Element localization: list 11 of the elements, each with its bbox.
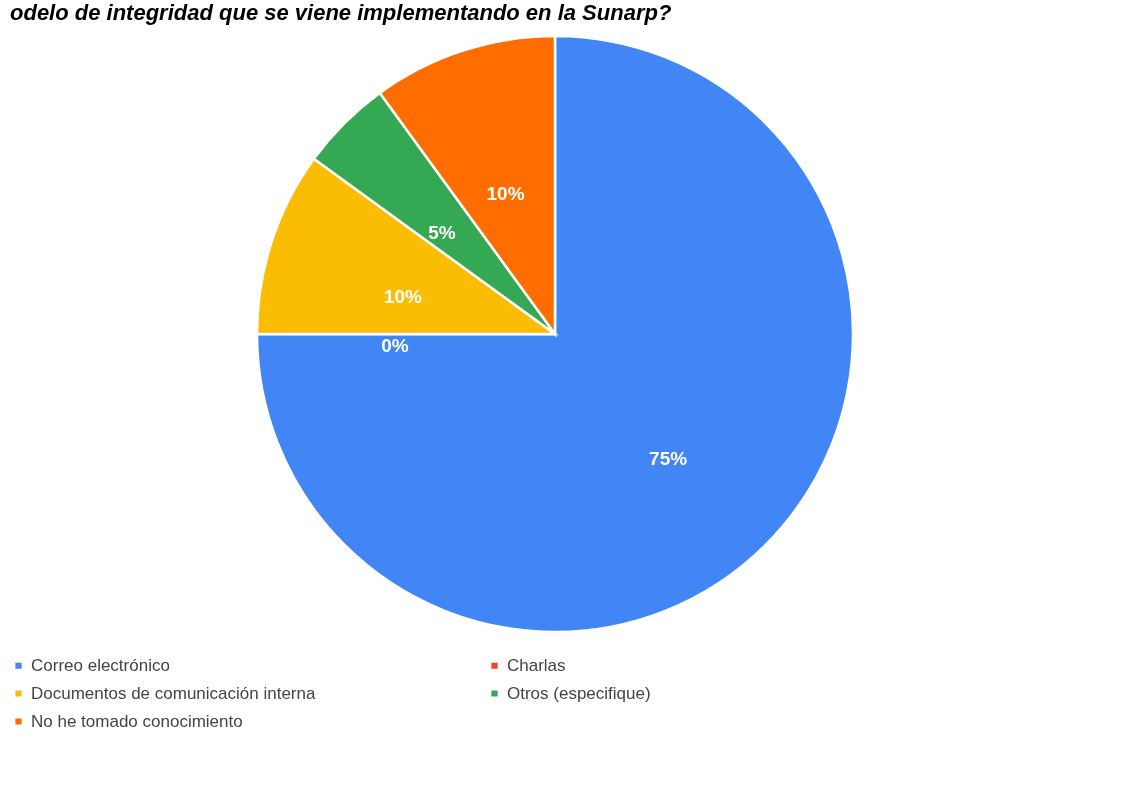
- text: 0%: [381, 335, 409, 356]
- legend-label: Documentos de comunicación interna: [31, 683, 316, 703]
- legend-label: Otros (especifique): [507, 683, 651, 703]
- legend-label: Charlas: [507, 655, 566, 675]
- chart-title: odelo de integridad que se viene implementando en la Sunarp?: [10, 0, 672, 25]
- data-label: 5%: [428, 221, 456, 243]
- legend-label: Correo electrónico: [31, 655, 170, 675]
- data-label: 10%: [486, 182, 525, 204]
- data-label: 10%: [383, 285, 422, 307]
- data-label: 75%: [649, 448, 688, 470]
- legend-label: No he tomado conocimiento: [31, 711, 243, 731]
